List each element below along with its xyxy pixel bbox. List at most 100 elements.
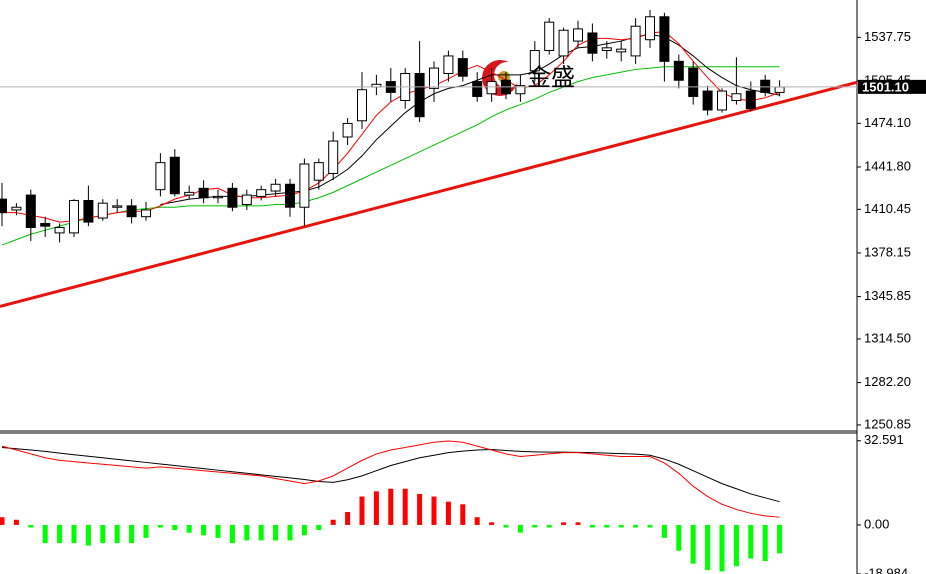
y-tick-label: 32.591 [864, 432, 904, 447]
y-tick-label: -18.984 [864, 565, 908, 574]
candle-body [169, 156, 180, 195]
histogram-bar [330, 519, 336, 525]
candle-body [112, 205, 123, 208]
histogram-bar [460, 504, 466, 525]
trend-line [0, 80, 858, 308]
candle-body [702, 90, 713, 111]
histogram-bar [28, 524, 34, 528]
candle-body [429, 67, 439, 89]
candle-body [69, 199, 79, 234]
y-tick-label: 1378.15 [864, 244, 911, 259]
candle-body [313, 162, 324, 181]
histogram-bar [143, 524, 149, 538]
histogram-bar [489, 522, 495, 525]
histogram-bar [13, 519, 19, 525]
histogram-bar [762, 524, 768, 562]
candle-body [472, 81, 483, 97]
candle-body [544, 21, 555, 52]
candle-body [126, 205, 137, 218]
y-tick-label: 1282.20 [864, 374, 911, 389]
candle-body [256, 189, 267, 197]
histogram-bar [647, 524, 653, 528]
candle-body [97, 202, 108, 219]
candle-body [40, 222, 51, 227]
candle-body [717, 90, 727, 111]
candle-body [688, 67, 699, 97]
y-tick-label: 1410.45 [864, 201, 911, 216]
candle-body [630, 25, 641, 57]
candle-body [299, 163, 310, 208]
histogram-bar [445, 501, 451, 525]
candle-body [673, 60, 684, 81]
candle-body [573, 28, 583, 42]
candle-body [443, 55, 454, 74]
histogram-bar [129, 524, 135, 544]
y-tick-label: 0.00 [864, 516, 889, 531]
candle-body [213, 195, 223, 199]
y-tick-label: 1474.10 [864, 115, 911, 130]
histogram-bar [301, 524, 307, 536]
candle-body [270, 183, 281, 192]
candle-body [227, 187, 238, 208]
y-tick-label: 1345.85 [864, 288, 911, 303]
histogram-bar [172, 524, 178, 531]
histogram-bar [633, 524, 639, 528]
candle-body [515, 85, 526, 95]
histogram-bar [186, 524, 192, 533]
histogram-bar [604, 524, 610, 528]
candle-body [198, 187, 209, 199]
histogram-bar [273, 524, 279, 541]
histogram-bar [57, 524, 63, 544]
histogram-bar [431, 496, 437, 525]
candle-body [54, 226, 65, 234]
histogram-bar [777, 524, 783, 554]
candle-body [616, 48, 627, 53]
candle-body [83, 199, 94, 223]
candle-body [414, 72, 425, 118]
histogram-bar [388, 488, 394, 525]
histogram-bar [71, 524, 77, 544]
watermark-text: 金盛 [527, 64, 575, 91]
histogram-bar [215, 524, 221, 538]
histogram-bar [575, 522, 581, 525]
histogram-bar [503, 524, 509, 528]
histogram-bar [719, 524, 725, 572]
histogram-bar [532, 524, 538, 528]
histogram-bar [201, 524, 207, 536]
histogram-bar [287, 524, 293, 541]
histogram-bar [316, 524, 322, 531]
candle-body [328, 140, 339, 174]
histogram-bar [474, 517, 480, 525]
histogram-bar [42, 524, 48, 544]
candle-body [285, 183, 295, 208]
histogram-bar [676, 524, 682, 551]
histogram-bar [589, 524, 595, 528]
histogram-bar [733, 524, 739, 567]
histogram-bar [229, 524, 235, 544]
line-series [1, 446, 780, 503]
last-price-box [858, 79, 926, 94]
histogram-bar [244, 524, 250, 541]
candle-body [11, 206, 22, 211]
candle-body [659, 16, 670, 62]
histogram-bar [0, 517, 5, 525]
candle-body [155, 162, 166, 191]
candle-body [25, 194, 36, 228]
histogram-bar [373, 491, 379, 525]
candle-body [760, 79, 771, 93]
histogram-bar [359, 496, 365, 525]
candle-body [342, 122, 353, 138]
histogram-bar [748, 524, 754, 559]
histogram-bar [345, 512, 351, 525]
candle-body [645, 16, 655, 41]
candle-body [141, 209, 151, 218]
y-tick-label: 1441.80 [864, 158, 911, 173]
candle-body [601, 47, 612, 52]
histogram-bar [100, 524, 106, 544]
last-price-label: 1501.10 [862, 79, 909, 94]
y-tick-label: 1314.50 [864, 330, 911, 345]
candle-body [486, 81, 497, 95]
candle-body [357, 89, 367, 122]
histogram-bar [258, 524, 264, 541]
